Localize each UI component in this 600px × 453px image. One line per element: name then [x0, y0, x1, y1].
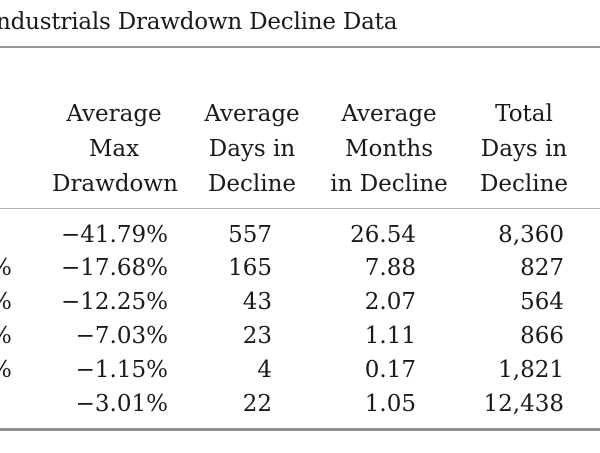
row-label-cut: % — [0, 285, 12, 319]
months-cell: 0.17 — [364, 357, 416, 383]
drawdown-cell: −17.68% — [61, 255, 168, 281]
top-rule — [0, 46, 600, 48]
header-line: Days in — [208, 136, 296, 162]
header-line: Average — [66, 101, 162, 127]
days-cell: 23 — [242, 323, 272, 349]
days-cell: 557 — [228, 222, 272, 248]
days-cell: 4 — [257, 357, 272, 383]
days-cell: 43 — [242, 289, 272, 315]
months-cell: 7.88 — [364, 255, 416, 281]
drawdown-cell: −41.79% — [61, 222, 168, 248]
header-line: in Decline — [330, 171, 448, 197]
header-line: Decline — [207, 171, 297, 197]
header-line: Drawdown — [52, 171, 178, 197]
header-line: Days in — [480, 136, 568, 162]
header-average-months-in-decline: Average Months in Decline — [327, 97, 451, 202]
header-average-days-in-decline: Average Days in Decline — [204, 97, 300, 202]
days-cell: 165 — [228, 255, 272, 281]
table-row: % −7.03% 23 1.11 866 — [0, 319, 600, 353]
months-cell: 1.11 — [364, 323, 416, 349]
total-days-cell: 866 — [520, 323, 564, 349]
drawdown-cell: −1.15% — [75, 357, 168, 383]
header-rule — [0, 208, 600, 209]
drawdown-cell: −12.25% — [61, 289, 168, 315]
table-row: % −12.25% 43 2.07 564 — [0, 285, 600, 319]
header-line: Months — [344, 136, 434, 162]
row-label-cut: % — [0, 319, 12, 353]
total-days-cell: 8,360 — [498, 222, 564, 248]
header-line: Average — [204, 101, 300, 127]
table-row: % −1.15% 4 0.17 1,821 — [0, 353, 600, 387]
total-days-cell: 564 — [520, 289, 564, 315]
table-title: ndustrials Drawdown Decline Data — [0, 9, 398, 35]
header-line: Max — [88, 136, 140, 162]
drawdown-cell: −7.03% — [75, 323, 168, 349]
total-days-cell: 1,821 — [498, 357, 564, 383]
total-days-cell: 12,438 — [483, 391, 564, 417]
days-cell: 22 — [242, 391, 272, 417]
table-row: % −17.68% 165 7.88 827 — [0, 251, 600, 285]
header-average-max-drawdown: Average Max Drawdown — [52, 97, 178, 202]
row-label-cut: % — [0, 251, 12, 285]
header-line: Total — [495, 101, 553, 127]
months-cell: 1.05 — [364, 391, 416, 417]
drawdown-cell: −3.01% — [75, 391, 168, 417]
months-cell: 26.54 — [350, 222, 416, 248]
row-label-cut: % — [0, 353, 12, 387]
table-row: −3.01% 22 1.05 12,438 — [0, 387, 600, 421]
months-cell: 2.07 — [364, 289, 416, 315]
bottom-rule — [0, 428, 600, 431]
header-total-days-in-decline: Total Days in Decline — [474, 97, 574, 202]
total-days-cell: 827 — [520, 255, 564, 281]
header-line: Average — [341, 101, 437, 127]
table-row: −41.79% 557 26.54 8,360 — [0, 218, 600, 252]
header-line: Decline — [479, 171, 569, 197]
